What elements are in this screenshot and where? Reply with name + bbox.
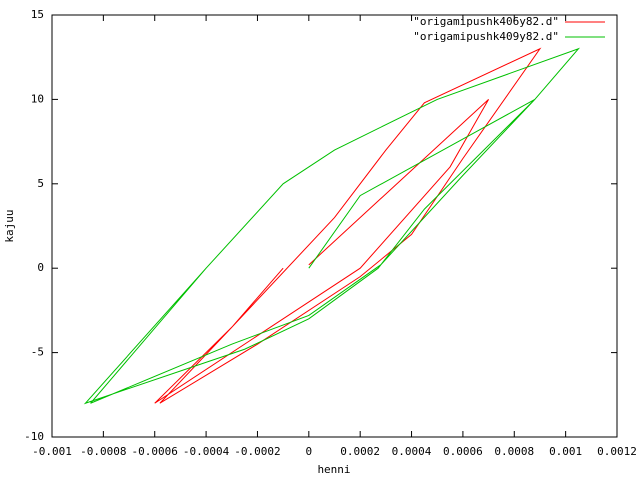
x-tick-label: -0.0002 [234, 445, 280, 458]
x-tick-label: -0.0008 [80, 445, 126, 458]
x-tick-label: 0 [306, 445, 313, 458]
legend-label: "origamipushk406y82.d" [413, 15, 559, 28]
series-line [154, 47, 542, 404]
y-tick-label: 15 [31, 8, 44, 21]
y-tick-label: 10 [31, 92, 44, 105]
x-tick-label: 0.0002 [340, 445, 380, 458]
x-tick-label: 0.0006 [443, 445, 483, 458]
x-tick-label: 0.0008 [494, 445, 534, 458]
y-tick-label: 0 [37, 261, 44, 274]
x-tick-label: -0.0006 [132, 445, 178, 458]
legend-label: "origamipushk409y82.d" [413, 30, 559, 43]
plot-frame [51, 14, 618, 438]
x-tick-label: -0.0004 [183, 445, 230, 458]
y-tick-label: 5 [37, 177, 44, 190]
x-axis-label: henni [317, 463, 350, 476]
x-tick-label: 0.0004 [392, 445, 432, 458]
y-tick-label: -10 [24, 430, 44, 443]
x-tick-label: 0.0012 [597, 445, 637, 458]
y-tick-label: -5 [31, 346, 44, 359]
x-tick-label: 0.001 [549, 445, 582, 458]
series-line [83, 47, 581, 405]
x-tick-label: -0.001 [32, 445, 72, 458]
y-axis-label: kajuu [3, 209, 16, 242]
